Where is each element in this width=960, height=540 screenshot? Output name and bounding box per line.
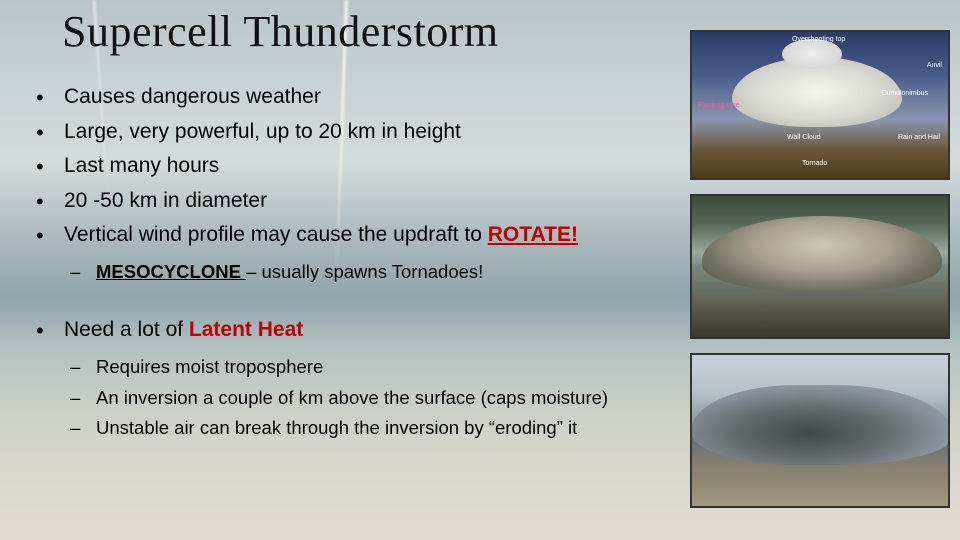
emphasis-mesocyclone: MESOCYCLONE <box>96 261 246 282</box>
supercell-photo-image <box>690 353 950 508</box>
diagram-label: Rain and Hail <box>898 134 940 141</box>
sub-bullet-text: Requires moist troposphere <box>96 356 323 377</box>
bullet-text: 20 -50 km in diameter <box>64 189 267 212</box>
sub-bullet-text: – usually spawns Tornadoes! <box>246 261 483 282</box>
bullet-text: Vertical wind profile may cause the updr… <box>64 223 488 246</box>
bullet-text: Causes dangerous weather <box>64 85 321 108</box>
diagram-label: Tornado <box>802 160 827 167</box>
cloud-shape <box>732 57 902 127</box>
sub-bullet-text: An inversion a couple of km above the su… <box>96 387 608 408</box>
supercell-diagram-image: Overshooting top Anvil Flanking Line Cum… <box>690 30 950 180</box>
emphasis-latent-heat: Latent Heat <box>189 318 303 341</box>
supercell-photo-image <box>690 194 950 339</box>
diagram-label: Wall Cloud <box>787 134 821 141</box>
bullet-text: Large, very powerful, up to 20 km in hei… <box>64 120 461 143</box>
emphasis-rotate: ROTATE! <box>488 223 578 246</box>
sub-bullet-text: Unstable air can break through the inver… <box>96 417 577 438</box>
image-column: Overshooting top Anvil Flanking Line Cum… <box>690 30 950 522</box>
diagram-label: Cumulonimbus <box>881 90 928 97</box>
bullet-text: Need a lot of <box>64 318 189 341</box>
bullet-text: Last many hours <box>64 154 219 177</box>
slide: Supercell Thunderstorm Causes dangerous … <box>0 0 960 540</box>
diagram-label: Overshooting top <box>792 36 845 43</box>
diagram-label: Anvil <box>927 62 942 69</box>
diagram-label: Flanking Line <box>698 102 740 109</box>
